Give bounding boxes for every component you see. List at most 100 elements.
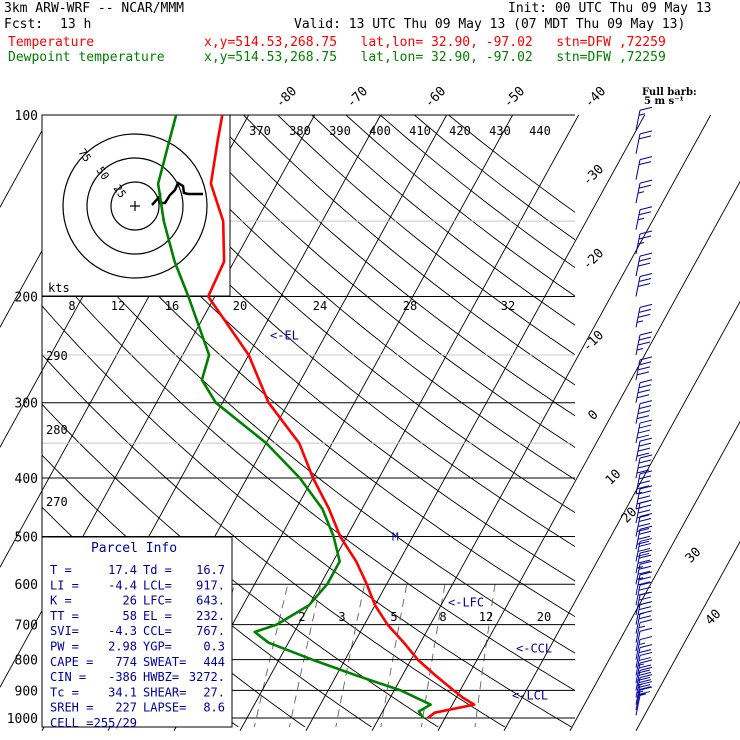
hodograph-ring (110, 181, 160, 231)
wind-barb (635, 549, 653, 574)
wind-barb (635, 681, 653, 705)
parcel-info-value: 2.98 (108, 640, 137, 654)
parcel-info-value: 255/29 (94, 716, 137, 730)
wind-barb-half-flag (636, 690, 644, 694)
isotherm-50 (635, 540, 740, 731)
parcel-info-key: SWEAT= (143, 655, 186, 669)
wind-barb-flag (636, 552, 650, 557)
isobar-lines: 100 200 300 400 500 600 700 800 900 1000 (7, 109, 575, 727)
wind-barb-half-flag (637, 191, 645, 194)
parcel-info-value: 16.7 (196, 563, 225, 577)
parcel-info-value: -386 (108, 670, 137, 684)
level-mark-label: <-CCL (516, 642, 552, 656)
wind-barb-half-flag (637, 663, 645, 666)
wind-barb-flag (636, 485, 650, 490)
wind-barb-flag (639, 419, 653, 424)
wind-barb-flag (636, 469, 650, 474)
wind-barb-flag (639, 179, 653, 184)
theta-e-label: 280 (46, 423, 68, 437)
wind-barb-flag (636, 394, 650, 399)
mixing-ratio-5 (335, 584, 366, 727)
pressure-tick-label: 1000 (7, 712, 38, 727)
hodograph-unit-label: kts (48, 281, 70, 295)
dry-adiabat-430 (311, 115, 575, 326)
theta-label: 400 (369, 124, 391, 138)
theta-label: 440 (529, 124, 551, 138)
isotherm-label: 40 (703, 607, 725, 629)
forecast-hour: 13 h (60, 17, 92, 32)
wind-barb (635, 179, 653, 204)
wind-barb-flag (637, 591, 651, 596)
wind-barb-flag (637, 547, 651, 552)
dry-adiabat-360 (72, 115, 575, 548)
isotherm-0 (305, 114, 646, 731)
pressure-tick-label: 300 (15, 397, 38, 412)
wind-barb-flag (637, 410, 651, 415)
wind-barb-flag (638, 459, 652, 464)
wind-barb-flag (637, 283, 651, 288)
wind-barb-flag (638, 257, 652, 262)
parcel-info-value: 8.6 (203, 701, 225, 715)
wind-barb-staff (635, 689, 641, 711)
theta-label: 390 (329, 124, 351, 138)
wind-barb (635, 666, 653, 691)
parcel-info-value: 767. (196, 624, 225, 638)
wind-barb-flag (638, 384, 652, 389)
parcel-info-value: 232. (196, 609, 225, 623)
wind-barb-flag (638, 235, 652, 240)
wind-barb-flag (638, 184, 652, 189)
wind-barb-flag (637, 684, 651, 689)
theta-label: 370 (249, 124, 271, 138)
isotherm-10 (371, 114, 712, 731)
parcel-info-key: SREH = (50, 701, 93, 715)
wind-barb-half-flag (636, 320, 644, 323)
hodo-axis-label: 16 (165, 299, 179, 313)
wind-barb-flag (638, 679, 652, 684)
wind-barb-flag (637, 480, 651, 485)
wind-barb-flag (639, 525, 653, 530)
wind-barb-flag (637, 447, 651, 452)
wind-barb-flag (638, 671, 652, 676)
mixing-ratio-2 (253, 584, 289, 727)
parcel-info-value: 643. (196, 594, 225, 608)
mixing-ratio-label: 5 (390, 610, 397, 624)
wind-barb-half-flag (637, 217, 645, 221)
wind-barb-staff (635, 631, 641, 652)
dry-adiabat-350 (42, 118, 575, 582)
hodo-axis-label: 20 (233, 299, 247, 313)
mixing-ratio-20 (474, 584, 496, 727)
wind-barb-flag (638, 542, 652, 547)
wind-barb-flag (639, 644, 653, 649)
init-time: Init: 00 UTC Thu 09 May 13 (508, 1, 712, 16)
wind-barb (635, 106, 653, 131)
wind-barb (635, 454, 653, 479)
wind-barb (635, 644, 653, 668)
wind-barb-flag (638, 686, 652, 691)
wind-barb (635, 419, 653, 444)
wind-barb-staff (635, 647, 641, 668)
parcel-info-key: CELL = (50, 716, 93, 730)
hodograph-ring-label: 25 (111, 182, 129, 200)
wind-barb (635, 156, 653, 180)
wind-barb (635, 379, 653, 403)
wind-barb-flag (638, 475, 652, 480)
parcel-info-value: 917. (196, 578, 225, 592)
wind-barb-flag (637, 535, 651, 540)
wind-barb-flag (637, 676, 651, 681)
wind-barb (635, 230, 653, 255)
parcel-info-title: Parcel Info (91, 541, 177, 556)
hodo-axis-label: 32 (501, 299, 515, 313)
wind-barb-staff (635, 622, 641, 643)
wind-barb-flag (639, 512, 653, 517)
parcel-info-key: TT = (50, 609, 79, 623)
mid-level-marker: M (392, 530, 399, 543)
mixing-ratio-3 (288, 584, 322, 727)
pressure-tick-label: 600 (15, 578, 38, 593)
wind-barb-flag (639, 571, 653, 576)
parcel-info-key: LI = (50, 578, 79, 592)
wind-barb-flag (638, 135, 652, 140)
parcel-info-value: 27. (203, 685, 225, 699)
parcel-info-value: 0.3 (203, 640, 225, 654)
